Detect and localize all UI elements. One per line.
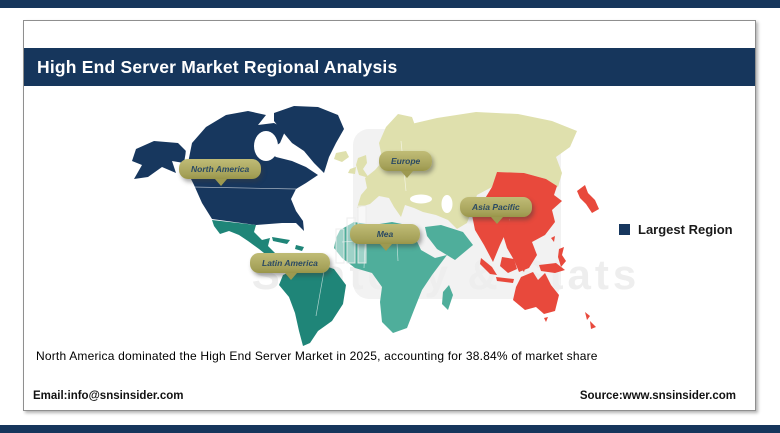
label-latin-america: Latin America [250,253,330,280]
label-north-america: North America [179,159,262,186]
hudson-bay [254,131,278,161]
label-asia-pacific: Asia Pacific [460,197,532,224]
label-europe: Europe [379,151,433,178]
world-map: Strategy & Stats [132,106,636,346]
footer-email: Email:info@snsinsider.com [33,390,184,402]
footer-source: Source:www.snsinsider.com [579,390,736,402]
label-mea: Mea [350,224,420,251]
caption-text: North America dominated the High End Ser… [36,349,598,363]
page-title: High End Server Market Regional Analysis [37,56,398,77]
black-sea [410,194,432,204]
caspian-sea [441,195,453,213]
legend-swatch [619,224,630,235]
legend: Largest Region [619,222,733,237]
bottom-accent-bar [0,425,780,433]
legend-label: Largest Region [638,222,733,237]
region-mea [334,222,473,333]
title-bar: High End Server Market Regional Analysis [24,48,755,86]
infographic-panel: High End Server Market Regional Analysis… [23,20,756,411]
top-accent-bar [0,0,780,8]
